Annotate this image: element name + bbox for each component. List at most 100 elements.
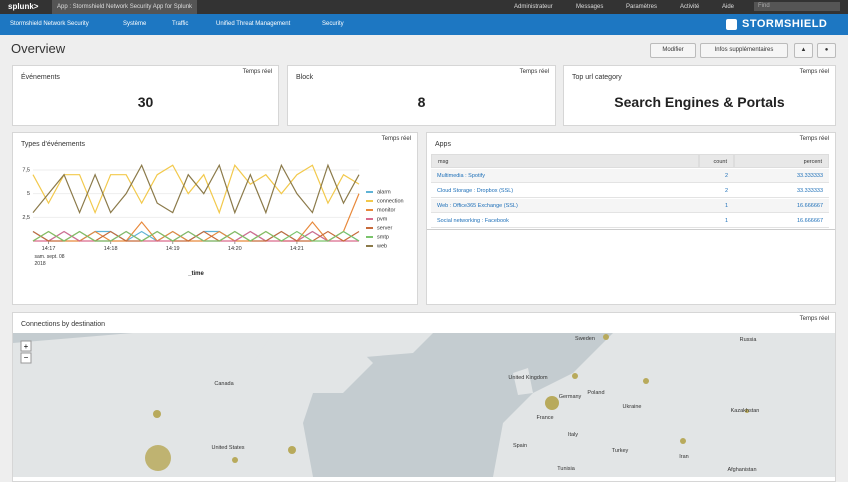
map-point xyxy=(680,438,686,444)
nav-item[interactable]: Système xyxy=(123,21,147,27)
panel-title: Connections by destination xyxy=(21,321,106,328)
logo[interactable]: splunk> xyxy=(8,2,39,11)
country-label: Ukraine xyxy=(623,404,642,410)
panel-title: Événements xyxy=(21,74,60,81)
x-tick-label: 14:17 xyxy=(42,246,56,252)
panel-title: Apps xyxy=(435,141,451,148)
menu-item[interactable]: Messages xyxy=(576,4,604,10)
nav-item[interactable]: Stormshield Network Security xyxy=(10,21,89,27)
table-cell: 33.333333 xyxy=(734,169,829,183)
realtime-badge: Temps réel xyxy=(381,136,411,142)
map-point xyxy=(745,409,749,413)
x-date-label: sam. sept. 08 xyxy=(35,254,65,260)
menu-item[interactable]: Activité xyxy=(680,4,700,10)
panel-title: Block xyxy=(296,74,314,81)
legend-label: smtp xyxy=(377,234,389,240)
y-tick-label: 7,5 xyxy=(22,167,30,173)
land xyxy=(313,333,433,358)
table-cell: Web : Office365 Exchange (SSL) xyxy=(431,199,699,213)
realtime-badge: Temps réel xyxy=(519,69,549,75)
brand: STORMSHIELD xyxy=(742,18,828,30)
zoom-in[interactable] xyxy=(20,340,32,352)
x-tick-label: 14:21 xyxy=(290,246,304,252)
table-cell: 16.666667 xyxy=(734,214,829,228)
legend-label: alarm xyxy=(377,189,391,195)
table-cell: Cloud Storage : Dropbox (SSL) xyxy=(431,184,699,198)
zoom-out[interactable] xyxy=(20,352,32,364)
land xyxy=(163,333,273,363)
x-axis-label: _time xyxy=(187,271,204,277)
country-label: Sweden xyxy=(575,336,595,342)
x-tick-label: 14:19 xyxy=(166,246,180,252)
single-value: 8 xyxy=(417,94,426,110)
column-header: percent xyxy=(734,154,829,168)
column-header: count xyxy=(699,154,734,168)
panel: Connections by destination Temps réel + … xyxy=(12,312,836,482)
land xyxy=(513,368,533,395)
country-label: Tunisia xyxy=(557,466,575,472)
nav-item[interactable]: Traffic xyxy=(172,21,189,27)
realtime-badge: Temps réel xyxy=(799,136,829,142)
edit-button[interactable]: Modifier xyxy=(650,43,696,58)
zoom-in-icon[interactable]: + xyxy=(24,342,29,351)
y-tick-label: 2,5 xyxy=(22,215,30,221)
realtime-badge: Temps réel xyxy=(799,69,829,75)
country-label: Germany xyxy=(559,394,582,400)
menu-item[interactable]: Aide xyxy=(722,4,735,10)
table-cell: 1 xyxy=(699,199,734,213)
menu-item[interactable]: Administrateur xyxy=(514,4,553,10)
divider xyxy=(427,229,835,230)
zoom-out-icon[interactable]: − xyxy=(24,353,29,362)
page-title: Overview xyxy=(11,41,66,56)
country-label: Russia xyxy=(740,337,758,343)
country-label: Kazakhstan xyxy=(731,408,760,414)
panel: Top url category Temps réel Search Engin… xyxy=(563,65,836,126)
map: + − Canada United States Sweden Russia Unite… xyxy=(13,333,835,477)
series-line xyxy=(32,230,360,242)
country-label: Canada xyxy=(214,381,234,387)
map-point xyxy=(572,373,578,379)
legend-label: server xyxy=(377,225,392,231)
country-label: Iran xyxy=(679,454,688,460)
land xyxy=(493,333,835,477)
panel-title: Types d'événements xyxy=(21,141,85,148)
panel-title: Top url category xyxy=(572,74,622,81)
table-cell: 33.333333 xyxy=(734,184,829,198)
map-point xyxy=(288,446,296,454)
legend-label: pvm xyxy=(377,216,388,222)
map-point xyxy=(232,457,238,463)
legend-label: web xyxy=(376,243,387,249)
table-cell: 1 xyxy=(699,214,734,228)
table-cell: 2 xyxy=(699,184,734,198)
realtime-badge: Temps réel xyxy=(799,316,829,322)
app-menu[interactable]: App : Stormshield Network Security App f… xyxy=(52,0,198,14)
single-value: 30 xyxy=(137,94,154,110)
more-info-button[interactable]: Infos supplémentaires xyxy=(700,43,788,58)
land xyxy=(13,333,373,477)
country-label: Spain xyxy=(513,443,527,449)
search-input[interactable]: Find xyxy=(754,2,840,11)
table-cell: Social networking : Facebook xyxy=(431,214,699,228)
export-button[interactable]: ▲ xyxy=(794,43,813,58)
country-label: Italy xyxy=(568,432,578,438)
series-line xyxy=(32,163,360,215)
map-point xyxy=(643,378,649,384)
column-header: msg xyxy=(431,154,699,168)
x-tick-label: 14:20 xyxy=(228,246,242,252)
map-point xyxy=(603,334,609,340)
panel: Apps Temps réel msg count percent Multimedi… xyxy=(426,132,836,305)
nav-item[interactable]: Unified Threat Management xyxy=(216,21,291,27)
panel: Types d'événements Temps réel 2,5 5 7,5 14:… xyxy=(12,132,418,305)
x-date-label: 2018 xyxy=(35,261,46,267)
nav-item[interactable]: Security xyxy=(322,21,344,27)
country-label: United States xyxy=(211,445,244,451)
menu-item[interactable]: Paramètres xyxy=(626,4,658,10)
map-point xyxy=(545,396,559,410)
map-points xyxy=(145,334,749,471)
table-cell: Multimedia : Spotify xyxy=(431,169,699,183)
panel: Événements Temps réel 30 xyxy=(12,65,279,126)
legend-label: connection xyxy=(377,198,404,204)
x-tick-label: 14:18 xyxy=(104,246,118,252)
more-button[interactable]: ● xyxy=(817,43,836,58)
